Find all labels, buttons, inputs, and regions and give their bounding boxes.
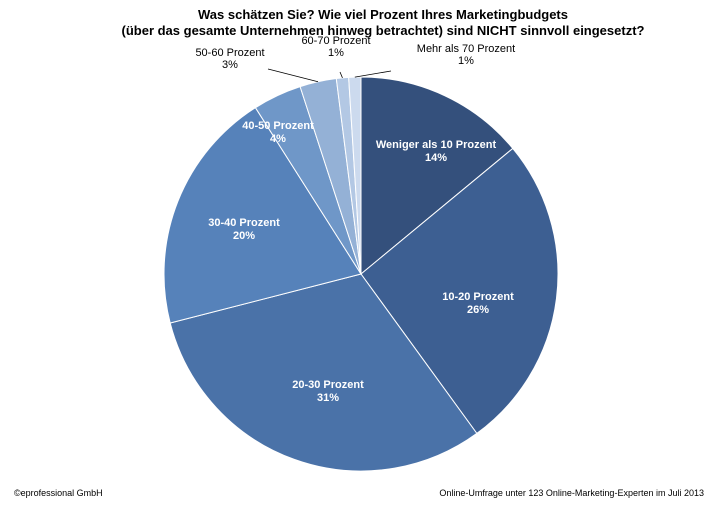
pie-slices bbox=[163, 76, 559, 472]
slice-label-value: 20% bbox=[233, 230, 255, 242]
slice-label-value: 4% bbox=[270, 133, 286, 145]
slice-label-value: 31% bbox=[317, 392, 339, 404]
slice-label-weniger-als-10-prozent: Weniger als 10 Prozent 14% bbox=[376, 139, 497, 164]
slice-label-value: 26% bbox=[467, 304, 489, 316]
pie-slice-20-30-prozent bbox=[169, 273, 478, 472]
slice-label-name: Weniger als 10 Prozent bbox=[376, 139, 497, 151]
pie-slice-30-40-prozent bbox=[163, 106, 362, 324]
chart-title-line-2: (über das gesamte Unternehmen hinweg bet… bbox=[122, 23, 645, 38]
slice-label-value: 3% bbox=[222, 59, 238, 71]
slice-label-name: 40-50 Prozent bbox=[242, 120, 314, 132]
leader-lines bbox=[267, 68, 392, 83]
chart-title-line-1: Was schätzen Sie? Wie viel Prozent Ihres… bbox=[198, 7, 568, 22]
slice-label-20-30-prozent: 20-30 Prozent 31% bbox=[292, 379, 364, 404]
slice-label-value: 1% bbox=[328, 47, 344, 59]
slice-label-50-60-prozent: 50-60 Prozent 3% bbox=[195, 47, 264, 71]
slice-label-name: 30-40 Prozent bbox=[208, 217, 280, 229]
slice-label-40-50-prozent: 40-50 Prozent 4% bbox=[242, 120, 314, 145]
pie-slice-10-20-prozent bbox=[360, 147, 559, 435]
slice-label-mehr-als-70-prozent: Mehr als 70 Prozent 1% bbox=[417, 43, 515, 67]
slice-label-name: 10-20 Prozent bbox=[442, 291, 514, 303]
source-note: Online-Umfrage unter 123 Online-Marketin… bbox=[439, 488, 704, 498]
leader-line-mehr-als-70-prozent bbox=[354, 70, 392, 78]
slice-label-value: 14% bbox=[425, 152, 447, 164]
leader-line-60-70-prozent bbox=[339, 71, 343, 79]
pie-slice-weniger-als-10-prozent bbox=[360, 76, 514, 276]
slice-labels: Weniger als 10 Prozent 14% 10-20 Prozent 26… bbox=[195, 35, 515, 404]
slice-label-name: 50-60 Prozent bbox=[195, 47, 264, 59]
slice-label-10-20-prozent: 10-20 Prozent 26% bbox=[442, 291, 514, 316]
slice-label-30-40-prozent: 30-40 Prozent 20% bbox=[208, 217, 280, 242]
slice-label-name: Mehr als 70 Prozent bbox=[417, 43, 515, 55]
leader-line-50-60-prozent bbox=[267, 68, 319, 83]
slice-label-name: 60-70 Prozent bbox=[301, 35, 370, 47]
copyright-note: ©eprofessional GmbH bbox=[14, 488, 103, 498]
slice-label-60-70-prozent: 60-70 Prozent 1% bbox=[301, 35, 370, 59]
slice-label-value: 1% bbox=[458, 55, 474, 67]
slice-label-name: 20-30 Prozent bbox=[292, 379, 364, 391]
